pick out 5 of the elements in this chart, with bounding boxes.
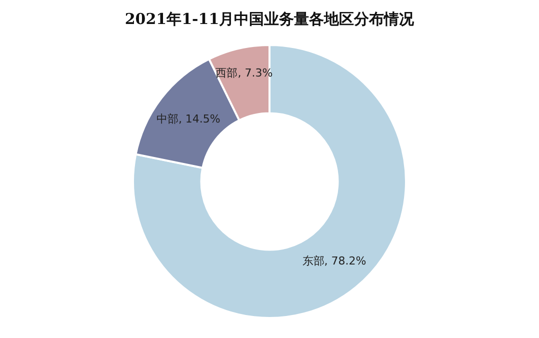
donut-slice	[132, 44, 407, 319]
slice-label: 东部, 78.2%	[302, 254, 366, 268]
slice-label: 西部, 7.3%	[216, 66, 273, 80]
slice-label: 中部, 14.5%	[156, 112, 220, 126]
chart-title: 2021年1-11月中国业务量各地区分布情况	[124, 10, 416, 28]
